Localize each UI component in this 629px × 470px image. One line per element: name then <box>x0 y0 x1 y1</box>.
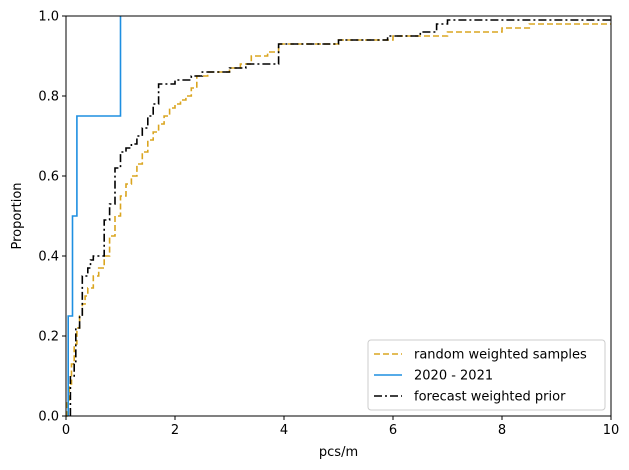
series-layer <box>66 16 611 417</box>
legend-label-3: forecast weighted prior <box>414 390 566 405</box>
x-tick-label: 2 <box>171 423 179 438</box>
y-tick-label: 0.2 <box>38 330 59 345</box>
series-line-3 <box>69 19 611 416</box>
y-tick-label: 0.8 <box>38 90 59 105</box>
y-tick-label: 0.6 <box>38 170 59 185</box>
y-tick-label: 0.4 <box>38 250 59 265</box>
x-tick-label: 8 <box>498 423 506 438</box>
y-axis: 0.0 0.2 0.4 0.6 0.8 1.0 <box>38 10 66 425</box>
x-axis: 0 2 4 6 8 10 <box>62 416 619 438</box>
y-tick-label: 0.0 <box>38 410 59 425</box>
x-tick-label: 10 <box>603 423 620 438</box>
y-tick-label: 1.0 <box>38 10 59 25</box>
legend: random weighted samples 2020 - 2021 foreca… <box>367 339 606 411</box>
legend-box <box>367 339 606 411</box>
legend-label-2: 2020 - 2021 <box>414 369 493 384</box>
legend-label-1: random weighted samples <box>414 348 587 363</box>
x-tick-label: 0 <box>62 423 70 438</box>
y-axis-label: Proportion <box>10 182 25 249</box>
plot-frame <box>65 15 612 417</box>
x-tick-label: 4 <box>280 423 288 438</box>
x-tick-label: 6 <box>389 423 397 438</box>
x-axis-label: pcs/m <box>319 445 358 460</box>
series-line-2 <box>67 16 122 416</box>
